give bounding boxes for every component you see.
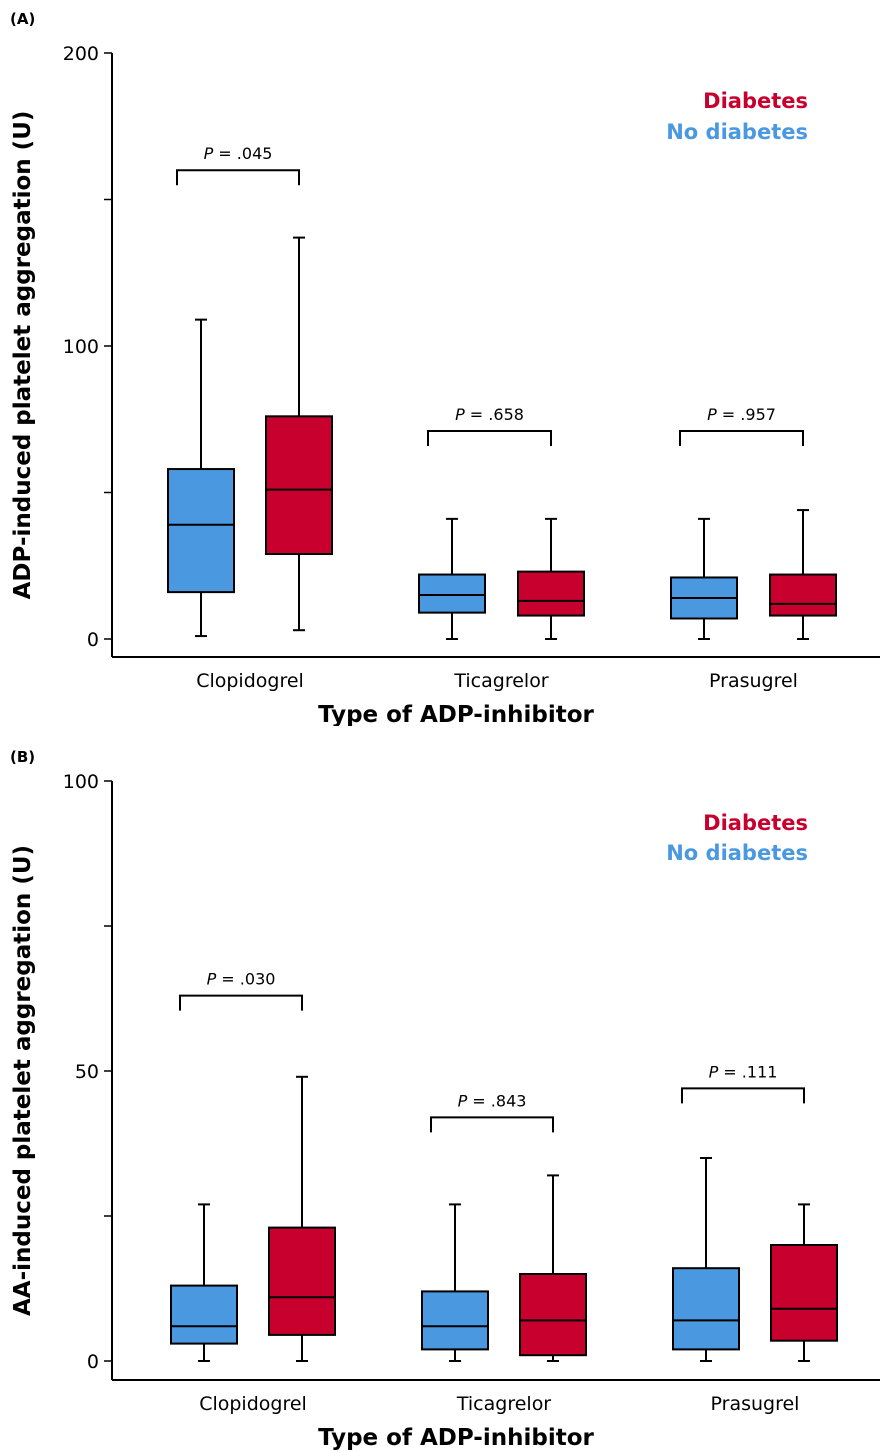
iqr-box [769,573,837,617]
panel-a-x-axis-title: Type of ADP-inhibitor [318,702,594,726]
iqr-box [170,1284,238,1345]
panel-a-significance-bracket [176,169,300,186]
iqr-box [770,1244,838,1342]
panel-a-panel-label: (A) [10,10,35,28]
panel-a-legend-no-diabetes: No diabetes [666,120,808,144]
panel-a-significance-bracket [427,429,552,446]
panel-b-box-no-diabetes [421,1203,489,1362]
panel-a-box-no-diabetes [418,517,486,640]
panel-a-p-value-label: P = .045 [204,144,273,163]
panel-a-y-tick-label: 100 [63,336,99,358]
iqr-box [421,1290,489,1351]
panel-b-legend-no-diabetes: No diabetes [666,841,808,865]
p-symbol: P [458,1091,468,1110]
panel-b-p-value-label: P = .843 [458,1091,527,1110]
panel-a-significance-bracket [679,429,804,446]
panel-a-p-value-label: P = .658 [455,405,524,424]
iqr-box [265,415,333,556]
p-value: = .111 [718,1062,777,1081]
p-value: = .030 [216,970,275,989]
panel-b-box-no-diabetes [170,1203,238,1362]
panel-b-y-tick-label: 100 [63,771,99,793]
iqr-box [519,1273,587,1357]
panel-a-p-value-label: P = .957 [707,405,776,424]
iqr-box [268,1226,336,1336]
panel-a-category-label: Ticagrelor [453,670,548,692]
panel-b-category-label: Clopidogrel [199,1393,307,1415]
panel-a-y-axis-title: ADP-induced platelet aggregation (U) [10,111,36,600]
panel-a-y-tick-label: 0 [87,629,99,651]
p-symbol: P [455,405,465,424]
p-value: = .658 [465,405,524,424]
panel-b-box-diabetes [519,1174,587,1362]
panel-a-box-no-diabetes [167,318,235,638]
iqr-box [517,570,585,617]
panel-b-legend-diabetes: Diabetes [703,811,808,835]
iqr-box [167,468,235,594]
panel-b-y-tick-label: 0 [87,1351,99,1373]
panel-b-category-label: Ticagrelor [456,1393,551,1415]
panel-a-category-label: Prasugrel [709,670,798,692]
p-value: = .843 [467,1091,526,1110]
panel-b-significance-bracket [430,1116,554,1133]
panel-b-x-axis-title: Type of ADP-inhibitor [318,1425,594,1451]
panel-a-legend-diabetes: Diabetes [703,89,808,113]
p-symbol: P [709,1062,719,1081]
panel-b-significance-bracket [681,1087,805,1104]
p-symbol: P [707,405,717,424]
p-value: = .045 [213,144,272,163]
panel-b-panel-label: (B) [10,748,35,766]
chart-aa: 0 50 100 Clopidogrel Ticagrelor Prasugrel Type… [10,748,880,1451]
panel-a-box-no-diabetes [670,517,738,640]
panel-b-box-diabetes [268,1075,336,1362]
panel-b-significance-bracket [179,994,303,1011]
panel-b-box-no-diabetes [672,1157,740,1362]
iqr-box [672,1267,740,1351]
panel-b-box-diabetes [770,1203,838,1362]
p-symbol: P [207,970,217,989]
panel-b-category-label: Prasugrel [711,1393,800,1415]
panel-a-y-tick-label: 200 [63,43,99,65]
panel-a-category-label: Clopidogrel [196,670,304,692]
panel-a-box-diabetes [265,236,333,632]
panel-a-box-diabetes [769,509,837,640]
panel-b-y-axis-title: AA-induced platelet aggregation (U) [10,845,36,1316]
panel-b-p-value-label: P = .111 [709,1062,778,1081]
panel-b-y-tick-label: 50 [75,1061,99,1083]
p-value: = .957 [717,405,776,424]
chart-adp: 0 100 200 Clopidogrel Ticagrelor Prasugrel Typ… [10,10,880,726]
iqr-box [418,573,486,614]
p-symbol: P [204,144,214,163]
panel-b-p-value-label: P = .030 [207,970,276,989]
panel-a-box-diabetes [517,517,585,640]
